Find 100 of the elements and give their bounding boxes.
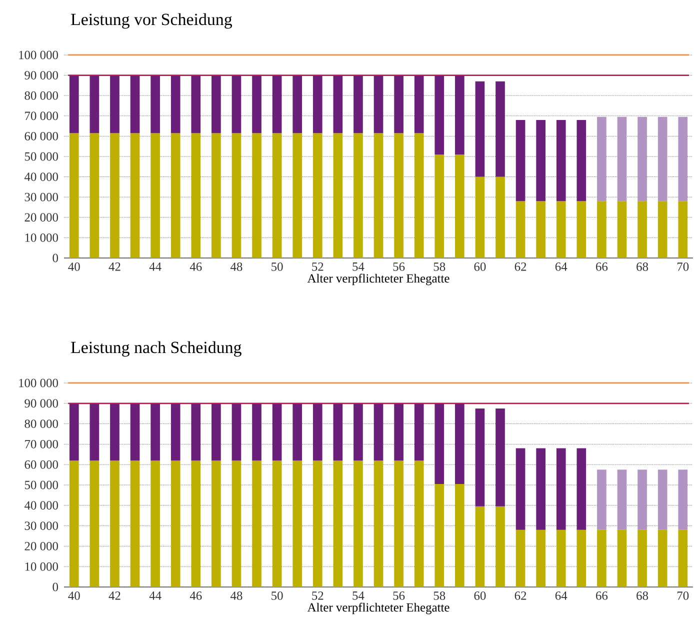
bar (232, 75, 242, 134)
bar (516, 448, 526, 530)
bar (333, 403, 343, 461)
bar (434, 154, 444, 258)
bar (374, 133, 384, 258)
bar (354, 133, 363, 258)
y-tick-label: 10 000 (25, 562, 58, 571)
x-tick-label: 44 (149, 592, 162, 600)
bar (69, 460, 79, 587)
bar (658, 201, 668, 258)
bar (475, 506, 485, 587)
bar (536, 120, 546, 202)
bar (496, 408, 505, 506)
bar (191, 133, 201, 258)
bar (496, 176, 505, 258)
bar (354, 403, 363, 461)
bar (150, 75, 160, 134)
bar (312, 133, 322, 258)
x-tick-label: 46 (190, 592, 202, 600)
bar (414, 75, 424, 134)
bar (394, 75, 404, 134)
bar (617, 201, 627, 258)
bar (434, 403, 444, 484)
y-tick-label: 70 000 (25, 440, 58, 448)
bar (333, 75, 343, 134)
bar (455, 75, 464, 154)
bar (678, 116, 688, 202)
bar (597, 530, 606, 587)
bar (272, 75, 282, 134)
bar (638, 201, 647, 258)
x-tick-label: 42 (108, 592, 120, 600)
bar (150, 460, 160, 587)
bar (292, 460, 302, 587)
bar (354, 75, 363, 134)
bar (414, 460, 424, 587)
bar (638, 470, 647, 530)
bar (191, 403, 201, 461)
bar (252, 75, 262, 134)
x-tick-label: 52 (312, 592, 324, 600)
x-tick-label: 62 (514, 592, 526, 600)
bar (170, 75, 180, 134)
x-tick-label: 70 (677, 592, 689, 600)
x-tick-label: 56 (393, 592, 405, 600)
x-tick-label: 66 (596, 592, 608, 600)
bar (312, 403, 322, 461)
bar (130, 75, 140, 134)
bar (232, 403, 242, 461)
bar (374, 460, 384, 587)
x-tick-label: 70 (677, 262, 689, 271)
bar (69, 403, 79, 461)
bar (658, 470, 668, 530)
x-tick-label: 42 (108, 262, 120, 271)
bar (394, 133, 404, 258)
y-tick-label: 100 000 (19, 50, 58, 60)
y-tick-label: 90 000 (24, 71, 58, 80)
bar (597, 470, 606, 530)
bar (556, 530, 566, 587)
bar (212, 75, 221, 134)
bar (678, 530, 688, 587)
bar (150, 403, 160, 461)
bar (638, 530, 647, 587)
x-tick-label: 64 (555, 592, 568, 600)
bar (475, 81, 485, 177)
chart-title: Leistung vor Scheidung (71, 13, 232, 29)
y-tick-label: 80 000 (24, 420, 58, 428)
chart-title: Leistung nach Scheidung (71, 341, 242, 357)
x-tick-label: 54 (352, 592, 364, 600)
y-tick-label: 100 000 (19, 378, 58, 388)
bar (292, 403, 302, 461)
bar (212, 133, 221, 258)
bar (212, 403, 221, 461)
bar (110, 133, 120, 258)
bar (434, 75, 444, 154)
y-tick-label: 90 000 (24, 399, 58, 408)
bar (110, 75, 120, 134)
bar (597, 201, 606, 258)
x-tick-label: 50 (272, 592, 283, 600)
y-tick-label: 20 000 (24, 213, 58, 222)
bar (333, 460, 343, 587)
bar (475, 176, 485, 258)
x-axis-title: Alter verpflichteter Ehegatte (307, 602, 450, 614)
bar (394, 403, 404, 461)
x-tick-label: 68 (636, 592, 648, 600)
bar (414, 403, 424, 461)
bar (516, 530, 526, 587)
y-tick-label: 60 000 (24, 132, 58, 140)
y-tick-label: 20 000 (24, 542, 58, 550)
bar (170, 460, 180, 587)
bar (252, 403, 262, 461)
y-tick-label: 0 (52, 582, 58, 592)
x-tick-label: 60 (474, 262, 486, 271)
bar (556, 201, 566, 258)
bar (516, 201, 526, 258)
bar (658, 116, 668, 202)
bar (576, 448, 586, 530)
bar (414, 133, 424, 258)
y-tick-label: 0 (52, 254, 58, 262)
bar (90, 133, 100, 258)
bar (597, 116, 606, 202)
bar (292, 75, 302, 134)
